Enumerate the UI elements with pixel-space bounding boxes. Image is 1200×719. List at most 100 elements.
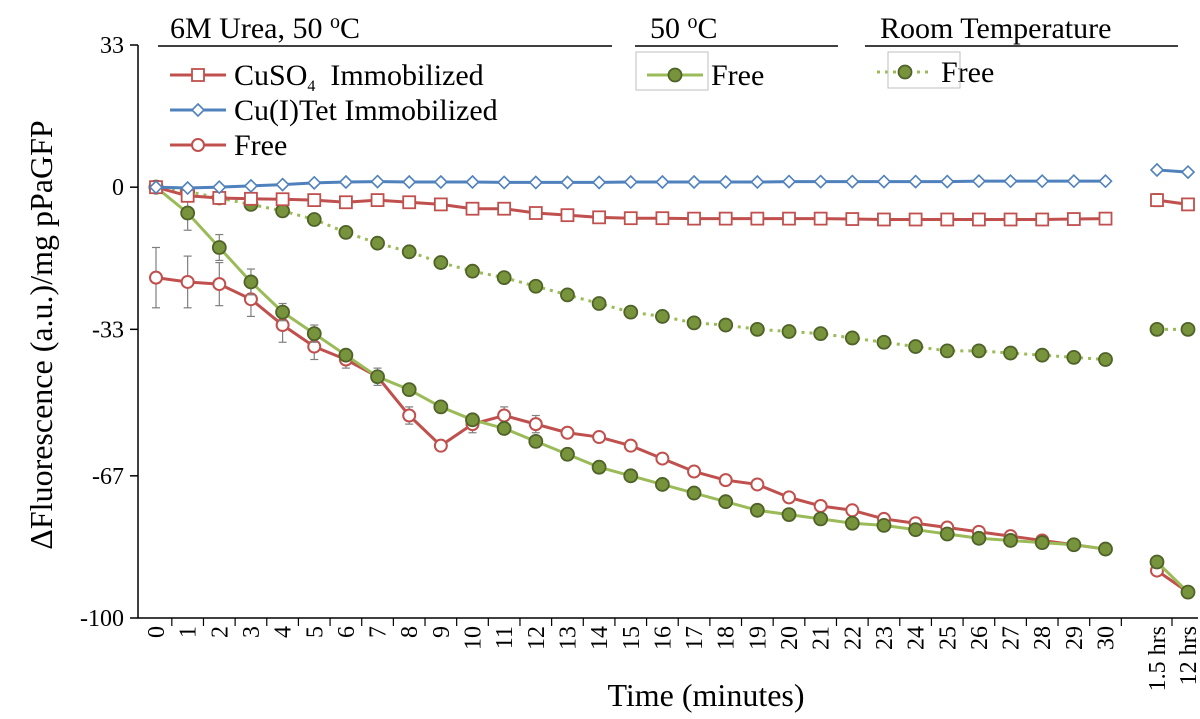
data-point — [1035, 174, 1050, 189]
data-point — [782, 490, 796, 505]
data-point — [940, 174, 955, 189]
legend-group-title: Room Temperature — [880, 12, 1111, 45]
data-point — [338, 225, 354, 240]
x-tick-label: 17 — [682, 626, 708, 650]
x-tick-label: 5 — [302, 626, 328, 638]
data-point — [718, 174, 733, 190]
legend-group-1: 50 oC Free — [635, 11, 838, 92]
data-point — [401, 382, 417, 398]
data-point — [180, 180, 195, 196]
data-point — [750, 211, 765, 226]
data-point — [813, 174, 828, 189]
data-point — [1035, 212, 1050, 227]
legend-label: Cu(I)Tet Immobilized — [234, 94, 498, 127]
data-point — [528, 206, 543, 220]
data-point — [1149, 321, 1165, 337]
data-point — [560, 287, 575, 303]
x-tick-label: 24 — [904, 626, 930, 650]
data-point — [1034, 347, 1050, 363]
data-point — [1066, 212, 1081, 226]
data-point — [686, 174, 702, 190]
data-point — [1066, 537, 1082, 553]
data-point — [528, 433, 544, 449]
x-tick-label: 6 — [334, 626, 360, 638]
data-point — [402, 408, 417, 423]
data-point — [718, 494, 734, 510]
data-point — [148, 180, 164, 195]
data-point — [844, 515, 860, 531]
data-point — [1098, 174, 1113, 189]
data-point — [1066, 174, 1081, 189]
x-tick-label: 20 — [777, 626, 803, 650]
data-point — [749, 321, 765, 337]
x-tick-label: 12 — [524, 626, 550, 650]
data-point — [1066, 349, 1082, 365]
x-tick-label: 22 — [840, 626, 866, 650]
data-point — [528, 278, 544, 294]
legend-label: CuSO4 Immobilized — [234, 59, 484, 95]
y-axis-title: ΔFluorescence (a.u.)/mg pPaGFP — [23, 120, 59, 549]
legend-frame — [635, 51, 709, 91]
data-point — [402, 174, 417, 190]
data-point — [971, 530, 987, 546]
data-point — [908, 212, 923, 227]
data-point — [497, 201, 512, 216]
data-point — [623, 211, 638, 226]
x-tick-label: 15 — [619, 626, 645, 650]
legend-label: Free — [711, 59, 764, 92]
x-tick-label: 29 — [1062, 626, 1088, 650]
legend-swatch-marker — [190, 102, 206, 118]
data-point — [655, 211, 670, 226]
data-point — [275, 304, 291, 320]
data-point — [307, 175, 322, 190]
data-point — [465, 174, 480, 190]
legend-group-title: 50 oC — [650, 11, 718, 45]
data-point — [338, 174, 354, 190]
data-point — [1150, 193, 1164, 207]
data-point — [655, 174, 670, 190]
x-tick-label: 16 — [650, 626, 676, 650]
data-point — [211, 240, 227, 255]
legend-entry: Free — [170, 129, 287, 162]
data-point — [433, 399, 449, 415]
x-tick-label: 2 — [207, 626, 233, 638]
data-point — [939, 526, 955, 542]
data-point — [845, 503, 860, 518]
y-tick-label: 0 — [112, 175, 124, 201]
data-point — [244, 191, 258, 206]
legend-entry: Free — [877, 56, 994, 89]
y-tick-label: 33 — [100, 33, 124, 59]
data-point — [623, 304, 639, 320]
data-point — [1180, 321, 1196, 337]
data-point — [338, 347, 354, 363]
data-point — [212, 180, 227, 195]
x-tick-label: 12 hrs — [1176, 626, 1200, 685]
data-point — [718, 473, 733, 488]
data-point — [1003, 212, 1018, 227]
data-point — [149, 270, 163, 285]
data-point — [560, 446, 575, 462]
data-point — [623, 438, 638, 453]
data-point — [433, 438, 448, 453]
data-point — [275, 203, 291, 219]
data-point — [686, 315, 702, 331]
data-point — [1003, 345, 1018, 361]
data-point — [528, 175, 543, 190]
data-point — [433, 197, 448, 212]
x-tick-label: 7 — [366, 626, 392, 638]
data-point — [655, 477, 670, 492]
data-point — [243, 274, 259, 290]
x-tick-label: 30 — [1094, 626, 1120, 650]
y-tick-label: -33 — [92, 317, 124, 343]
x-tick-label: 3 — [239, 626, 265, 638]
x-tick-label: 27 — [999, 626, 1025, 650]
data-point — [591, 459, 607, 475]
data-point — [592, 430, 607, 445]
data-point — [813, 511, 829, 527]
legend-entry: CuSO4 Immobilized — [170, 59, 484, 95]
data-point — [307, 193, 322, 207]
series-line — [155, 186, 1106, 551]
legend-group-2: Room Temperature Free — [865, 12, 1178, 89]
